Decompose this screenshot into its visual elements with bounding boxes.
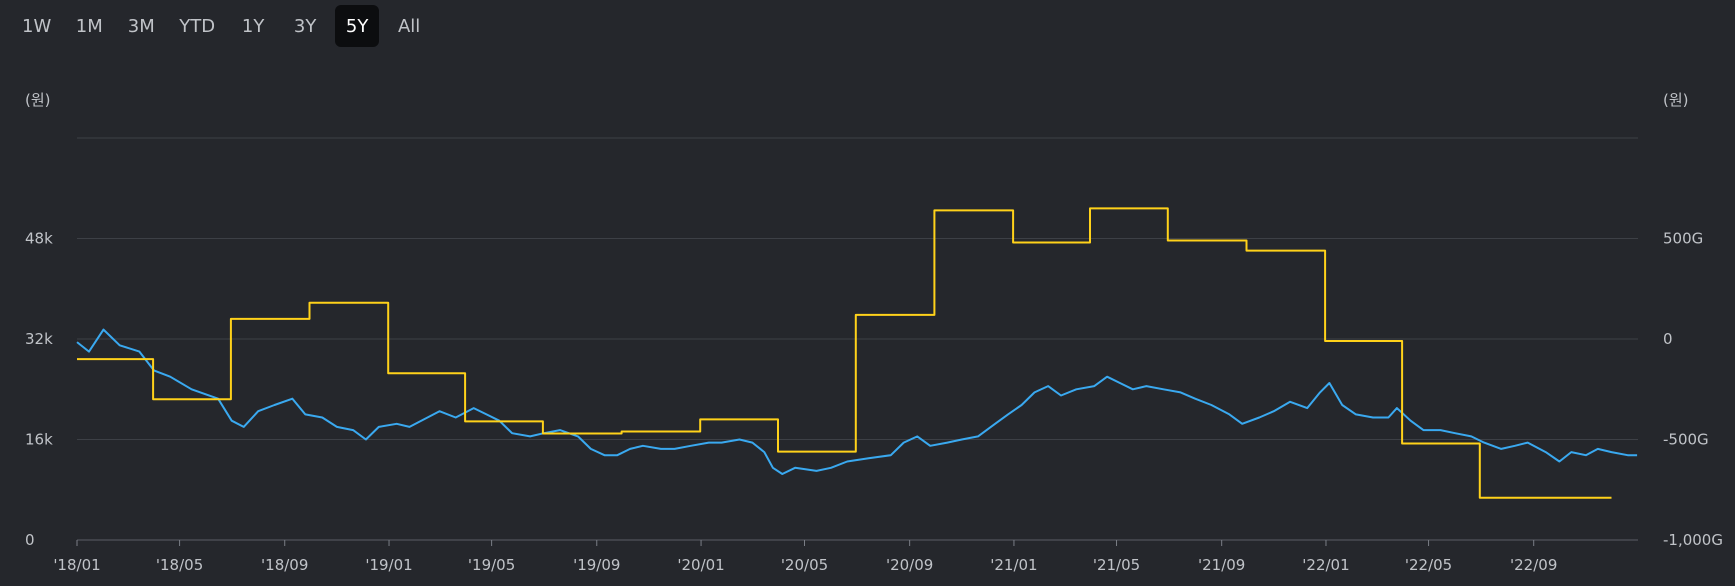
x-tick-label: '18/05: [156, 556, 203, 574]
x-tick-label: '22/05: [1405, 556, 1452, 574]
x-tick-label: '19/09: [573, 556, 620, 574]
x-tick-label: '19/01: [365, 556, 412, 574]
x-tick-label: '20/05: [781, 556, 828, 574]
tab-1y[interactable]: 1Y: [241, 15, 265, 37]
tab-all[interactable]: All: [397, 15, 421, 37]
x-tick-label: '20/09: [886, 556, 933, 574]
x-tick-label: '22/09: [1510, 556, 1557, 574]
tab-1w[interactable]: 1W: [22, 15, 52, 37]
tab-1m[interactable]: 1M: [75, 15, 103, 37]
x-tick-label: '20/01: [677, 556, 724, 574]
right-tick-label: 500G: [1663, 230, 1703, 248]
right-axis-unit: (원): [1663, 91, 1689, 109]
grid-lines: [77, 137, 1638, 541]
x-tick-label: '18/01: [53, 556, 100, 574]
left-axis-unit: (원): [25, 91, 51, 109]
left-tick-label: 16k: [25, 431, 53, 449]
right-tick-label: 0: [1663, 330, 1673, 348]
price-line: [76, 328, 1638, 475]
tab-ytd[interactable]: YTD: [179, 15, 216, 37]
series-layer: [76, 207, 1638, 499]
range-tabs: 1W 1M 3M YTD 1Y 3Y 5Y All: [14, 5, 431, 47]
left-axis: 0 16k 32k 48k: [25, 230, 53, 550]
tab-5y[interactable]: 5Y: [335, 5, 380, 47]
left-tick-label: 0: [25, 531, 35, 549]
left-tick-label: 32k: [25, 330, 53, 348]
x-tick-label: '22/01: [1302, 556, 1349, 574]
x-tick-label: '21/01: [990, 556, 1037, 574]
x-tick-label: '21/09: [1198, 556, 1245, 574]
x-tick-label: '21/05: [1093, 556, 1140, 574]
x-axis: '18/01 '18/05 '18/09 '19/01 '19/05 '19/09 '20/…: [53, 540, 1557, 574]
right-axis: -1,000G -500G 0 500G: [1663, 230, 1723, 550]
x-tick-label: '18/09: [261, 556, 308, 574]
right-tick-label: -500G: [1663, 431, 1709, 449]
left-tick-label: 48k: [25, 230, 53, 248]
step-line: [77, 207, 1612, 499]
right-tick-label: -1,000G: [1663, 531, 1723, 549]
x-tick-label: '19/05: [468, 556, 515, 574]
tab-3m[interactable]: 3M: [127, 15, 155, 37]
tab-3y[interactable]: 3Y: [293, 15, 317, 37]
